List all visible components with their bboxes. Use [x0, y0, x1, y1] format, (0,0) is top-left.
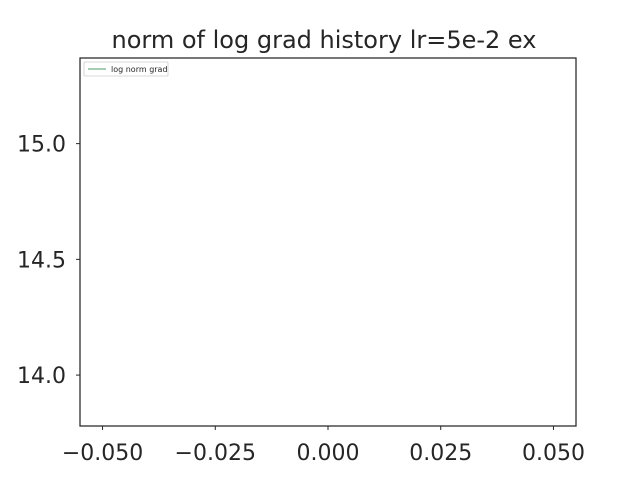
- x-axis-ticks: −0.050 −0.025 0.000 0.025 0.050: [62, 426, 585, 466]
- x-tick-label: 0.025: [409, 441, 472, 466]
- y-axis-ticks: 14.0 14.5 15.0: [17, 133, 80, 389]
- chart-title: norm of log grad history lr=5e-2 ex: [112, 26, 537, 54]
- y-tick-label: 14.0: [17, 364, 66, 389]
- x-tick-label: −0.025: [175, 441, 256, 466]
- legend: log norm grad: [83, 61, 169, 77]
- y-tick-label: 14.5: [17, 248, 66, 273]
- y-tick-label: 15.0: [17, 133, 66, 158]
- x-tick-label: 0.000: [297, 441, 360, 466]
- x-tick-label: −0.050: [62, 441, 143, 466]
- legend-box: [83, 61, 169, 77]
- x-tick-label: 0.050: [522, 441, 585, 466]
- plot-area: [79, 57, 577, 427]
- legend-label: log norm grad: [111, 65, 168, 74]
